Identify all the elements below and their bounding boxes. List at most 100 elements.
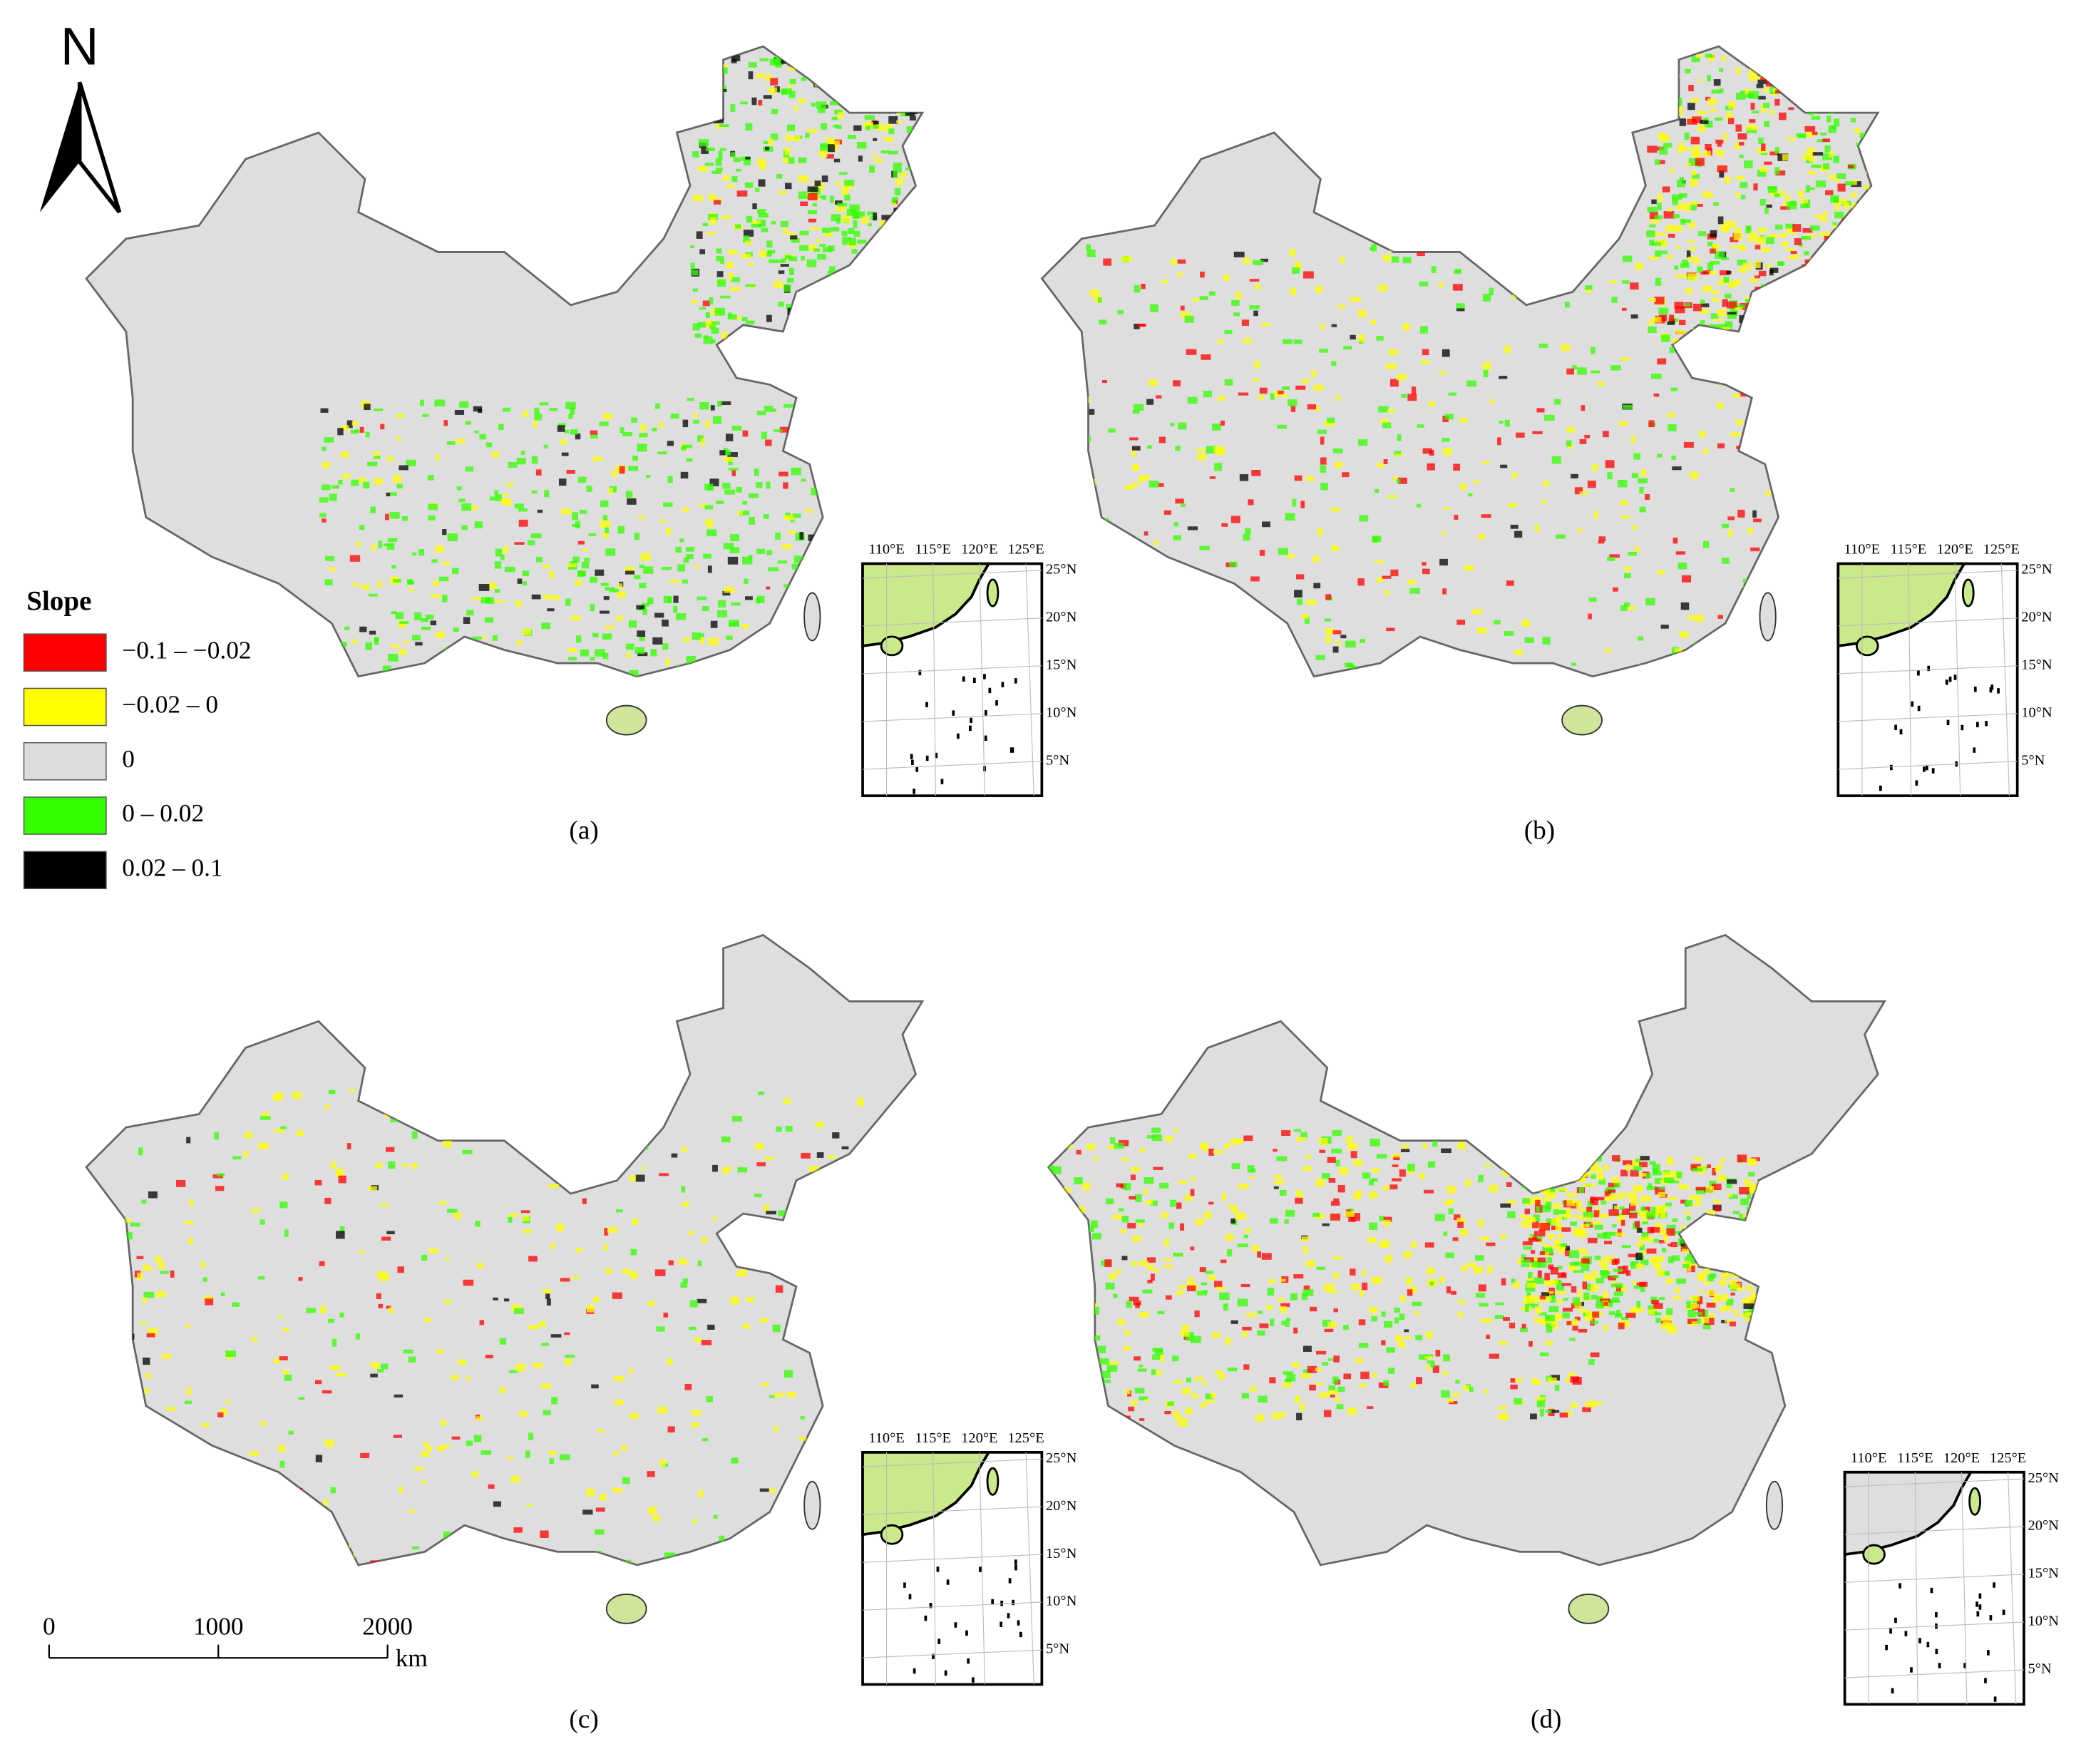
pixel [1745,1318,1753,1322]
pixel [1318,349,1328,353]
pixel [1686,1231,1697,1238]
pixel [882,1185,889,1189]
pixel [1587,481,1596,488]
pixel [1190,1189,1195,1196]
pixel [809,1457,816,1463]
pixel [1447,669,1455,673]
pixel [1562,1312,1570,1319]
pixel [1711,337,1722,344]
pixel [867,223,873,227]
pixel [696,231,703,239]
pixel [1590,347,1596,354]
pixel [668,1260,674,1266]
pixel [682,444,693,448]
pixel [1610,1283,1618,1288]
pixel [1729,1321,1737,1327]
pixel [1147,566,1153,570]
legend-label: −0.02 – 0 [122,690,218,719]
pixel [1074,1177,1083,1185]
pixel [786,277,794,283]
pixel [485,1117,490,1125]
pixel [1712,1294,1721,1303]
pixel [798,98,806,104]
pixel [1737,133,1747,140]
pixel [1823,212,1828,216]
inset-meridian [979,563,985,796]
pixel [755,1240,760,1246]
pixel [1387,409,1395,413]
pixel [719,124,730,128]
pixel [1101,1370,1111,1379]
pixel [1720,335,1725,339]
pixel [1687,1253,1695,1258]
pixel [774,86,780,93]
pixel [1619,1284,1626,1293]
pixel [1640,1156,1650,1161]
pixel [1431,266,1437,273]
pixel [867,61,873,68]
pixel [1123,660,1133,667]
pixel [1734,1309,1738,1316]
pixel [880,293,885,299]
pixel [828,314,838,322]
pixel [692,288,699,292]
pixel [801,682,808,685]
pixel [1754,275,1760,279]
pixel [1248,499,1254,506]
inset-lon-label: 115°E [1897,1450,1933,1466]
pixel [1130,1174,1136,1181]
pixel [1774,167,1780,175]
pixel [1657,193,1663,202]
pixel [1295,1395,1301,1403]
pixel [1495,1302,1505,1306]
inset-island [915,766,919,772]
pixel [1258,395,1265,400]
pixel [702,606,709,612]
pixel [1476,627,1487,634]
pixel [225,1350,236,1357]
pixel [764,146,770,150]
pixel [189,1199,194,1207]
pixel [515,1363,526,1372]
pixel [1705,143,1712,150]
pixel [1571,1160,1578,1165]
pixel [525,1450,530,1458]
pixel [1646,1186,1656,1191]
pixel [1445,1252,1454,1258]
pixel [1676,1278,1687,1284]
pixel [1578,1328,1588,1333]
pixel [1786,248,1795,252]
pixel [1131,450,1136,457]
legend-swatch [23,742,107,781]
pixel [1048,1180,1055,1184]
pixel [1327,1322,1337,1328]
pixel [395,612,404,620]
pixel [1811,164,1821,168]
pixel [1118,1208,1124,1212]
pixel [508,1216,513,1223]
pixel [766,1556,774,1564]
pixel [729,622,739,627]
pixel [590,434,598,439]
pixel [1306,600,1317,605]
pixel [913,314,922,319]
pixel [1443,1231,1448,1236]
pixel [1132,482,1138,488]
pixel [679,538,684,543]
pixel [1158,436,1166,443]
pixel [1419,1173,1425,1180]
pixel [1710,1261,1715,1265]
pixel [1777,262,1785,266]
pixel [1833,155,1840,163]
pixel [1121,1256,1128,1261]
pixel [650,649,657,657]
pixel [1717,402,1724,409]
pixel [124,1529,134,1533]
pixel [1157,1311,1165,1315]
pixel [1381,682,1385,687]
pixel [817,254,827,260]
pixel [819,579,824,585]
pixel [1320,436,1325,445]
pixel [1873,123,1879,128]
pixel [547,669,555,672]
